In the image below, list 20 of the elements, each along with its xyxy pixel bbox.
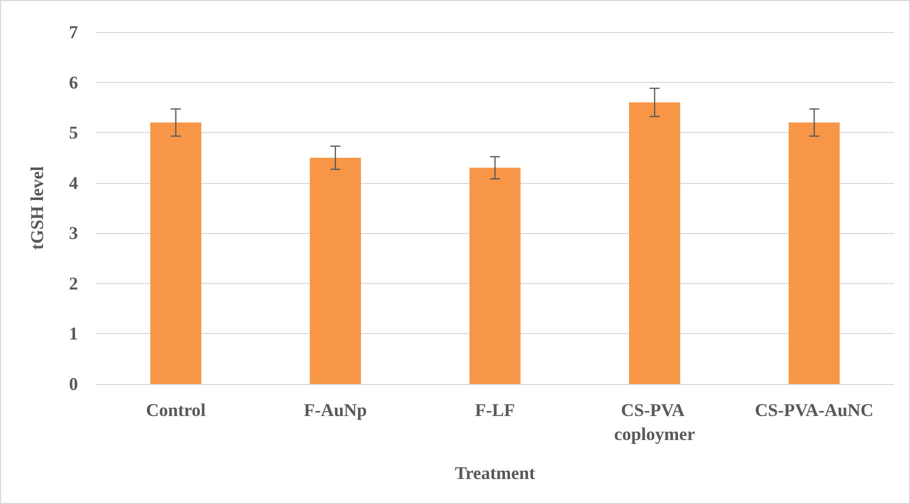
bar [310,158,361,384]
y-tick-label: 4 [69,172,78,193]
bar [629,102,680,384]
bar [469,168,521,384]
x-tick-label: F-LF [475,400,515,420]
x-axis-title: Treatment [454,463,536,483]
y-tick-label: 6 [69,72,78,92]
x-tick-label: CS-PVA-AuNC [754,400,874,420]
y-tick-label: 1 [69,324,78,344]
x-tick-label: Control [146,400,206,420]
x-tick-label: F-AuNp [304,400,367,420]
y-axis-title: tGSH level [27,166,47,250]
bar [150,122,202,384]
y-tick-label: 3 [69,223,78,244]
y-tick-label: 0 [69,374,78,394]
bar [788,122,840,384]
x-tick-label: CS-PVA coploymer [614,400,696,444]
y-tick-label: 7 [69,22,78,42]
y-tick-label: 5 [69,122,78,143]
y-tick-label: 2 [69,273,78,294]
